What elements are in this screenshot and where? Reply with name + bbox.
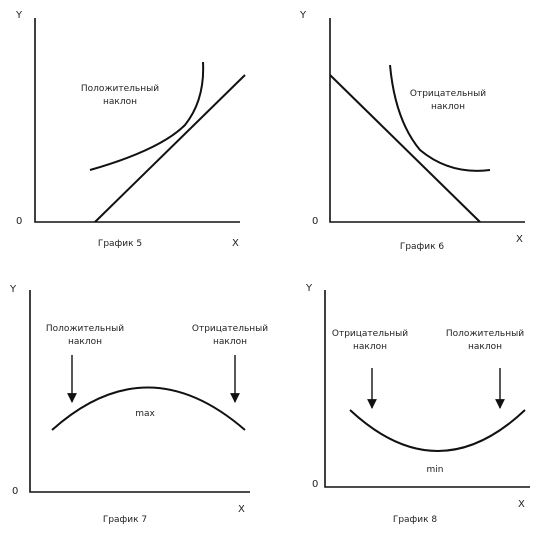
axes <box>34 18 240 223</box>
caption: График 6 <box>400 242 445 252</box>
x-label: X <box>518 499 525 510</box>
y-label: Y <box>15 10 23 21</box>
caption: График 5 <box>98 239 142 249</box>
panel-7: Y 0 X График 7 max Положительный наклон … <box>9 284 268 525</box>
label: наклон <box>353 342 387 352</box>
x-label: X <box>516 234 523 245</box>
curve <box>51 386 246 431</box>
label: наклон <box>103 97 137 107</box>
label: Отрицательный <box>410 89 486 99</box>
panel-8: Y 0 X График 8 min Отрицательный наклон … <box>305 283 530 525</box>
panel-5: Y 0 X График 5 Положительный наклон <box>15 10 246 249</box>
axes <box>29 290 250 493</box>
caption: График 8 <box>393 515 438 525</box>
extreme-label: min <box>427 465 444 475</box>
label: наклон <box>431 102 465 112</box>
label: наклон <box>213 337 247 347</box>
curve <box>349 409 526 452</box>
label: Положительный <box>81 84 159 94</box>
label: Положительный <box>46 324 124 334</box>
label: Отрицательный <box>192 324 268 334</box>
label: Отрицательный <box>332 329 408 339</box>
axes <box>329 18 525 223</box>
label: наклон <box>468 342 502 352</box>
panel-6: Y 0 X График 6 Отрицательный наклон <box>299 10 525 252</box>
y-label: Y <box>305 283 313 294</box>
tangent-line <box>329 74 481 223</box>
x-label: X <box>238 504 245 515</box>
label: Положительный <box>446 329 524 339</box>
origin: 0 <box>16 216 22 227</box>
caption: График 7 <box>103 515 147 525</box>
y-label: Y <box>9 284 17 295</box>
x-label: X <box>232 238 239 249</box>
tangent-line <box>94 74 246 223</box>
label: наклон <box>68 337 102 347</box>
origin: 0 <box>12 486 18 497</box>
y-label: Y <box>299 10 307 21</box>
extreme-label: max <box>135 409 155 419</box>
origin: 0 <box>312 216 318 227</box>
curve <box>389 64 491 172</box>
curve <box>89 61 205 171</box>
axes <box>324 290 530 488</box>
origin: 0 <box>312 479 318 490</box>
